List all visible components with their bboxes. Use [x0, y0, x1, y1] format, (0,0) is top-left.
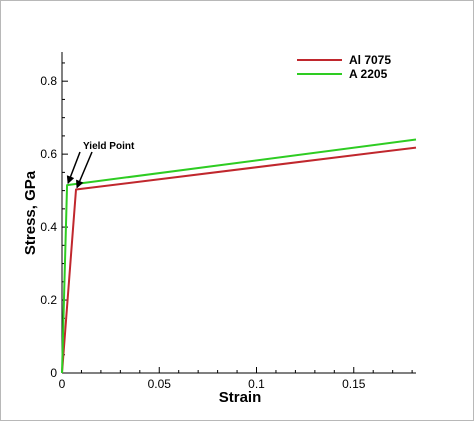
yield-point-arrow: [76, 151, 93, 189]
x-tick-label: 0.1: [248, 377, 265, 391]
y-tick-label: 0.2: [40, 293, 57, 307]
series-line-a-2205: [61, 138, 417, 374]
y-tick-label: 0.8: [40, 74, 57, 88]
y-tick-label: 0: [50, 366, 57, 380]
legend-label: A 2205: [349, 67, 388, 81]
y-axis-label: Stress, GPa: [22, 170, 39, 255]
y-tick-label: 0.4: [40, 220, 57, 234]
x-tick-label: 0: [59, 377, 66, 391]
series-lines: [61, 138, 417, 374]
x-axis-label: Strain: [219, 389, 262, 406]
legend-label: Al 7075: [349, 53, 391, 67]
series-line-al-7075: [61, 146, 417, 374]
ticks: 0 0.05 0.1 0.15 0 0.2 0.4 0.6 0.8: [40, 62, 413, 391]
axes: [61, 52, 416, 374]
yield-point-label: Yield Point: [83, 141, 135, 152]
yield-point-arrow: [66, 151, 81, 185]
x-tick-label: 0.15: [342, 377, 366, 391]
yield-point-annotation: Yield Point: [66, 141, 135, 189]
x-tick-label: 0.05: [148, 377, 172, 391]
y-tick-label: 0.6: [40, 147, 57, 161]
